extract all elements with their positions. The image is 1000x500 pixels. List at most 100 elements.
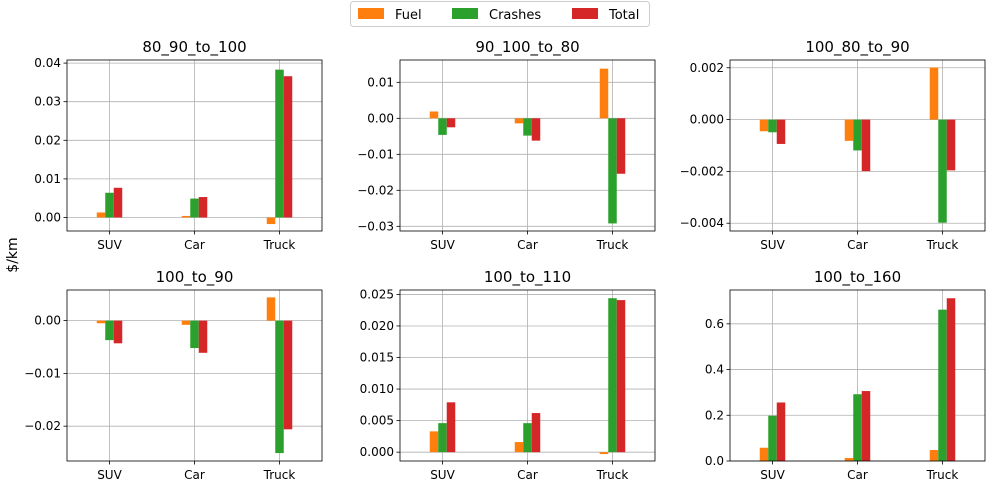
y-axis-label: $/km — [5, 237, 21, 272]
x-tick-label-truck: Truck — [926, 238, 959, 252]
bar-fuel-car — [514, 442, 524, 453]
bar-total-suv — [113, 320, 123, 344]
y-tick-label: −0.01 — [357, 147, 394, 161]
bar-total-truck — [283, 76, 293, 218]
subplot-title: 100_80_to_90 — [805, 38, 909, 57]
y-tick-label: 0.020 — [360, 319, 394, 333]
x-tick-label-suv: SUV — [760, 238, 785, 252]
y-tick-label: 0.04 — [34, 56, 61, 70]
legend-frame — [350, 1, 650, 27]
bar-total-car — [198, 197, 208, 218]
y-tick-label: 0.015 — [360, 351, 394, 365]
x-tick-label-car: Car — [517, 238, 538, 252]
y-tick-label: 0.0 — [705, 454, 724, 468]
x-tick-label-suv: SUV — [97, 468, 122, 482]
subplot-90-100-to-80: 0.01 0.00 −0.01 −0.02 −0.03 SUV Car Truck 90_100… — [357, 38, 656, 252]
y-tick-label: 0.4 — [705, 363, 724, 377]
bar-crashes-suv — [768, 119, 777, 133]
bar-total-suv — [446, 402, 456, 453]
y-tick-label: −0.03 — [357, 219, 394, 233]
bar-fuel-truck — [599, 68, 609, 119]
legend-swatch-total — [572, 8, 598, 19]
x-tick-label-car: Car — [184, 238, 205, 252]
subplot-title: 90_100_to_80 — [475, 38, 579, 57]
x-tick-label-truck: Truck — [926, 468, 959, 482]
bar-crashes-truck — [938, 119, 947, 223]
y-tick-label: −0.004 — [680, 216, 724, 230]
y-tick-label: −0.02 — [24, 419, 61, 433]
x-tick-label-suv: SUV — [760, 468, 785, 482]
bar-fuel-car — [844, 458, 854, 461]
bar-fuel-suv — [96, 212, 106, 218]
bar-total-suv — [776, 119, 786, 144]
y-tick-label: 0.00 — [34, 314, 61, 328]
subplot-80-90-to-100: 0.00 0.01 0.02 0.03 0.04 SUV Car Truck 80_90_to_… — [34, 38, 323, 252]
legend-swatch-crashes — [452, 8, 478, 19]
bar-total-truck — [946, 298, 956, 461]
bar-fuel-suv — [759, 119, 769, 132]
bar-crashes-suv — [438, 118, 447, 135]
subplot-100-to-90: 0.00 −0.01 −0.02 SUV Car Truck 100_to_90 — [24, 268, 323, 482]
subplot-title: 100_to_90 — [156, 268, 234, 287]
bar-total-suv — [446, 118, 456, 128]
bar-total-truck — [283, 320, 293, 430]
x-tick-label-car: Car — [847, 238, 868, 252]
y-tick-label: −0.01 — [24, 366, 61, 380]
bar-total-suv — [113, 187, 123, 218]
bar-crashes-car — [853, 119, 862, 151]
bar-fuel-suv — [429, 431, 439, 453]
bar-fuel-truck — [266, 217, 276, 225]
bar-fuel-truck — [266, 297, 276, 321]
y-tick-label: 0.00 — [34, 210, 61, 224]
legend-entry-crashes: Crashes — [452, 8, 541, 23]
legend-label-crashes: Crashes — [489, 8, 541, 23]
bar-total-car — [531, 118, 541, 141]
y-tick-label: 0.01 — [34, 172, 61, 186]
legend-label-total: Total — [608, 8, 639, 23]
bar-crashes-car — [853, 394, 862, 461]
bar-fuel-suv — [429, 111, 439, 119]
bar-fuel-car — [181, 320, 191, 325]
x-tick-label-car: Car — [517, 468, 538, 482]
subplot-title: 100_to_160 — [814, 268, 901, 287]
y-tick-label: 0.6 — [705, 317, 724, 331]
legend-swatch-fuel — [358, 8, 384, 19]
bar-crashes-truck — [275, 69, 284, 218]
x-tick-label-suv: SUV — [430, 238, 455, 252]
bar-crashes-truck — [938, 309, 947, 461]
y-tick-label: 0.02 — [34, 133, 61, 147]
bar-total-car — [531, 413, 541, 453]
y-tick-label: 0.03 — [34, 95, 61, 109]
y-tick-label: 0.005 — [360, 414, 394, 428]
subplot-100-to-110: 0.000 0.005 0.010 0.015 0.020 0.025 SUV Car Truc… — [360, 268, 656, 482]
bar-total-truck — [616, 118, 626, 174]
bar-crashes-suv — [438, 423, 447, 453]
bar-crashes-car — [190, 320, 199, 349]
subplot-100-to-160: 0.0 0.2 0.4 0.6 SUV Car Truck 100_to_160 — [705, 268, 986, 482]
y-tick-label: 0.00 — [367, 111, 394, 125]
bar-fuel-car — [844, 119, 854, 141]
y-tick-label: 0.000 — [690, 113, 724, 127]
bar-crashes-truck — [608, 118, 617, 224]
bar-crashes-truck — [608, 298, 617, 453]
x-tick-label-truck: Truck — [596, 238, 629, 252]
y-tick-label: 0.002 — [690, 61, 724, 75]
legend-label-fuel: Fuel — [395, 8, 422, 23]
bar-total-truck — [946, 119, 956, 171]
subplot-title: 100_to_110 — [484, 268, 571, 287]
subplot-100-80-to-90: 0.002 0.000 −0.002 −0.004 SUV Car Truck 100_80_… — [680, 38, 986, 252]
x-tick-label-car: Car — [847, 468, 868, 482]
y-tick-label: −0.002 — [680, 164, 724, 178]
bar-total-truck — [616, 300, 626, 453]
x-tick-label-suv: SUV — [97, 238, 122, 252]
x-tick-label-truck: Truck — [263, 468, 296, 482]
legend-entry-total: Total — [572, 8, 639, 23]
bar-fuel-truck — [929, 67, 939, 120]
x-tick-label-truck: Truck — [596, 468, 629, 482]
bar-crashes-suv — [105, 192, 114, 218]
bar-crashes-car — [190, 198, 199, 218]
y-tick-label: 0.010 — [360, 382, 394, 396]
bar-total-car — [861, 391, 871, 461]
x-tick-label-truck: Truck — [263, 238, 296, 252]
